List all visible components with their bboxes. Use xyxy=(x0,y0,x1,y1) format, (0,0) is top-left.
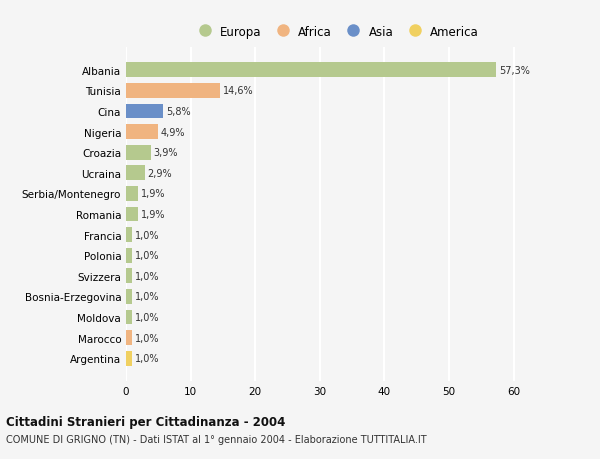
Text: 1,9%: 1,9% xyxy=(141,210,166,219)
Text: 2,9%: 2,9% xyxy=(148,168,172,179)
Bar xyxy=(126,330,133,345)
Bar xyxy=(126,63,496,78)
Text: 1,0%: 1,0% xyxy=(135,271,160,281)
Bar xyxy=(126,289,133,304)
Text: 3,9%: 3,9% xyxy=(154,148,178,158)
Text: 1,0%: 1,0% xyxy=(135,353,160,364)
Text: 1,0%: 1,0% xyxy=(135,251,160,261)
Bar xyxy=(126,84,220,99)
Bar xyxy=(126,146,151,160)
Text: Cittadini Stranieri per Cittadinanza - 2004: Cittadini Stranieri per Cittadinanza - 2… xyxy=(6,415,286,428)
Bar xyxy=(126,125,158,140)
Bar xyxy=(126,105,163,119)
Legend: Europa, Africa, Asia, America: Europa, Africa, Asia, America xyxy=(188,21,484,43)
Text: 1,0%: 1,0% xyxy=(135,230,160,240)
Text: 1,0%: 1,0% xyxy=(135,333,160,343)
Text: COMUNE DI GRIGNO (TN) - Dati ISTAT al 1° gennaio 2004 - Elaborazione TUTTITALIA.: COMUNE DI GRIGNO (TN) - Dati ISTAT al 1°… xyxy=(6,434,427,444)
Text: 1,0%: 1,0% xyxy=(135,313,160,322)
Bar xyxy=(126,166,145,181)
Bar xyxy=(126,310,133,325)
Text: 4,9%: 4,9% xyxy=(160,128,185,137)
Text: 57,3%: 57,3% xyxy=(499,66,530,76)
Bar xyxy=(126,187,138,202)
Text: 14,6%: 14,6% xyxy=(223,86,254,96)
Bar xyxy=(126,228,133,242)
Text: 1,0%: 1,0% xyxy=(135,292,160,302)
Bar xyxy=(126,269,133,284)
Text: 1,9%: 1,9% xyxy=(141,189,166,199)
Text: 5,8%: 5,8% xyxy=(166,107,191,117)
Bar xyxy=(126,351,133,366)
Bar xyxy=(126,207,138,222)
Bar xyxy=(126,248,133,263)
